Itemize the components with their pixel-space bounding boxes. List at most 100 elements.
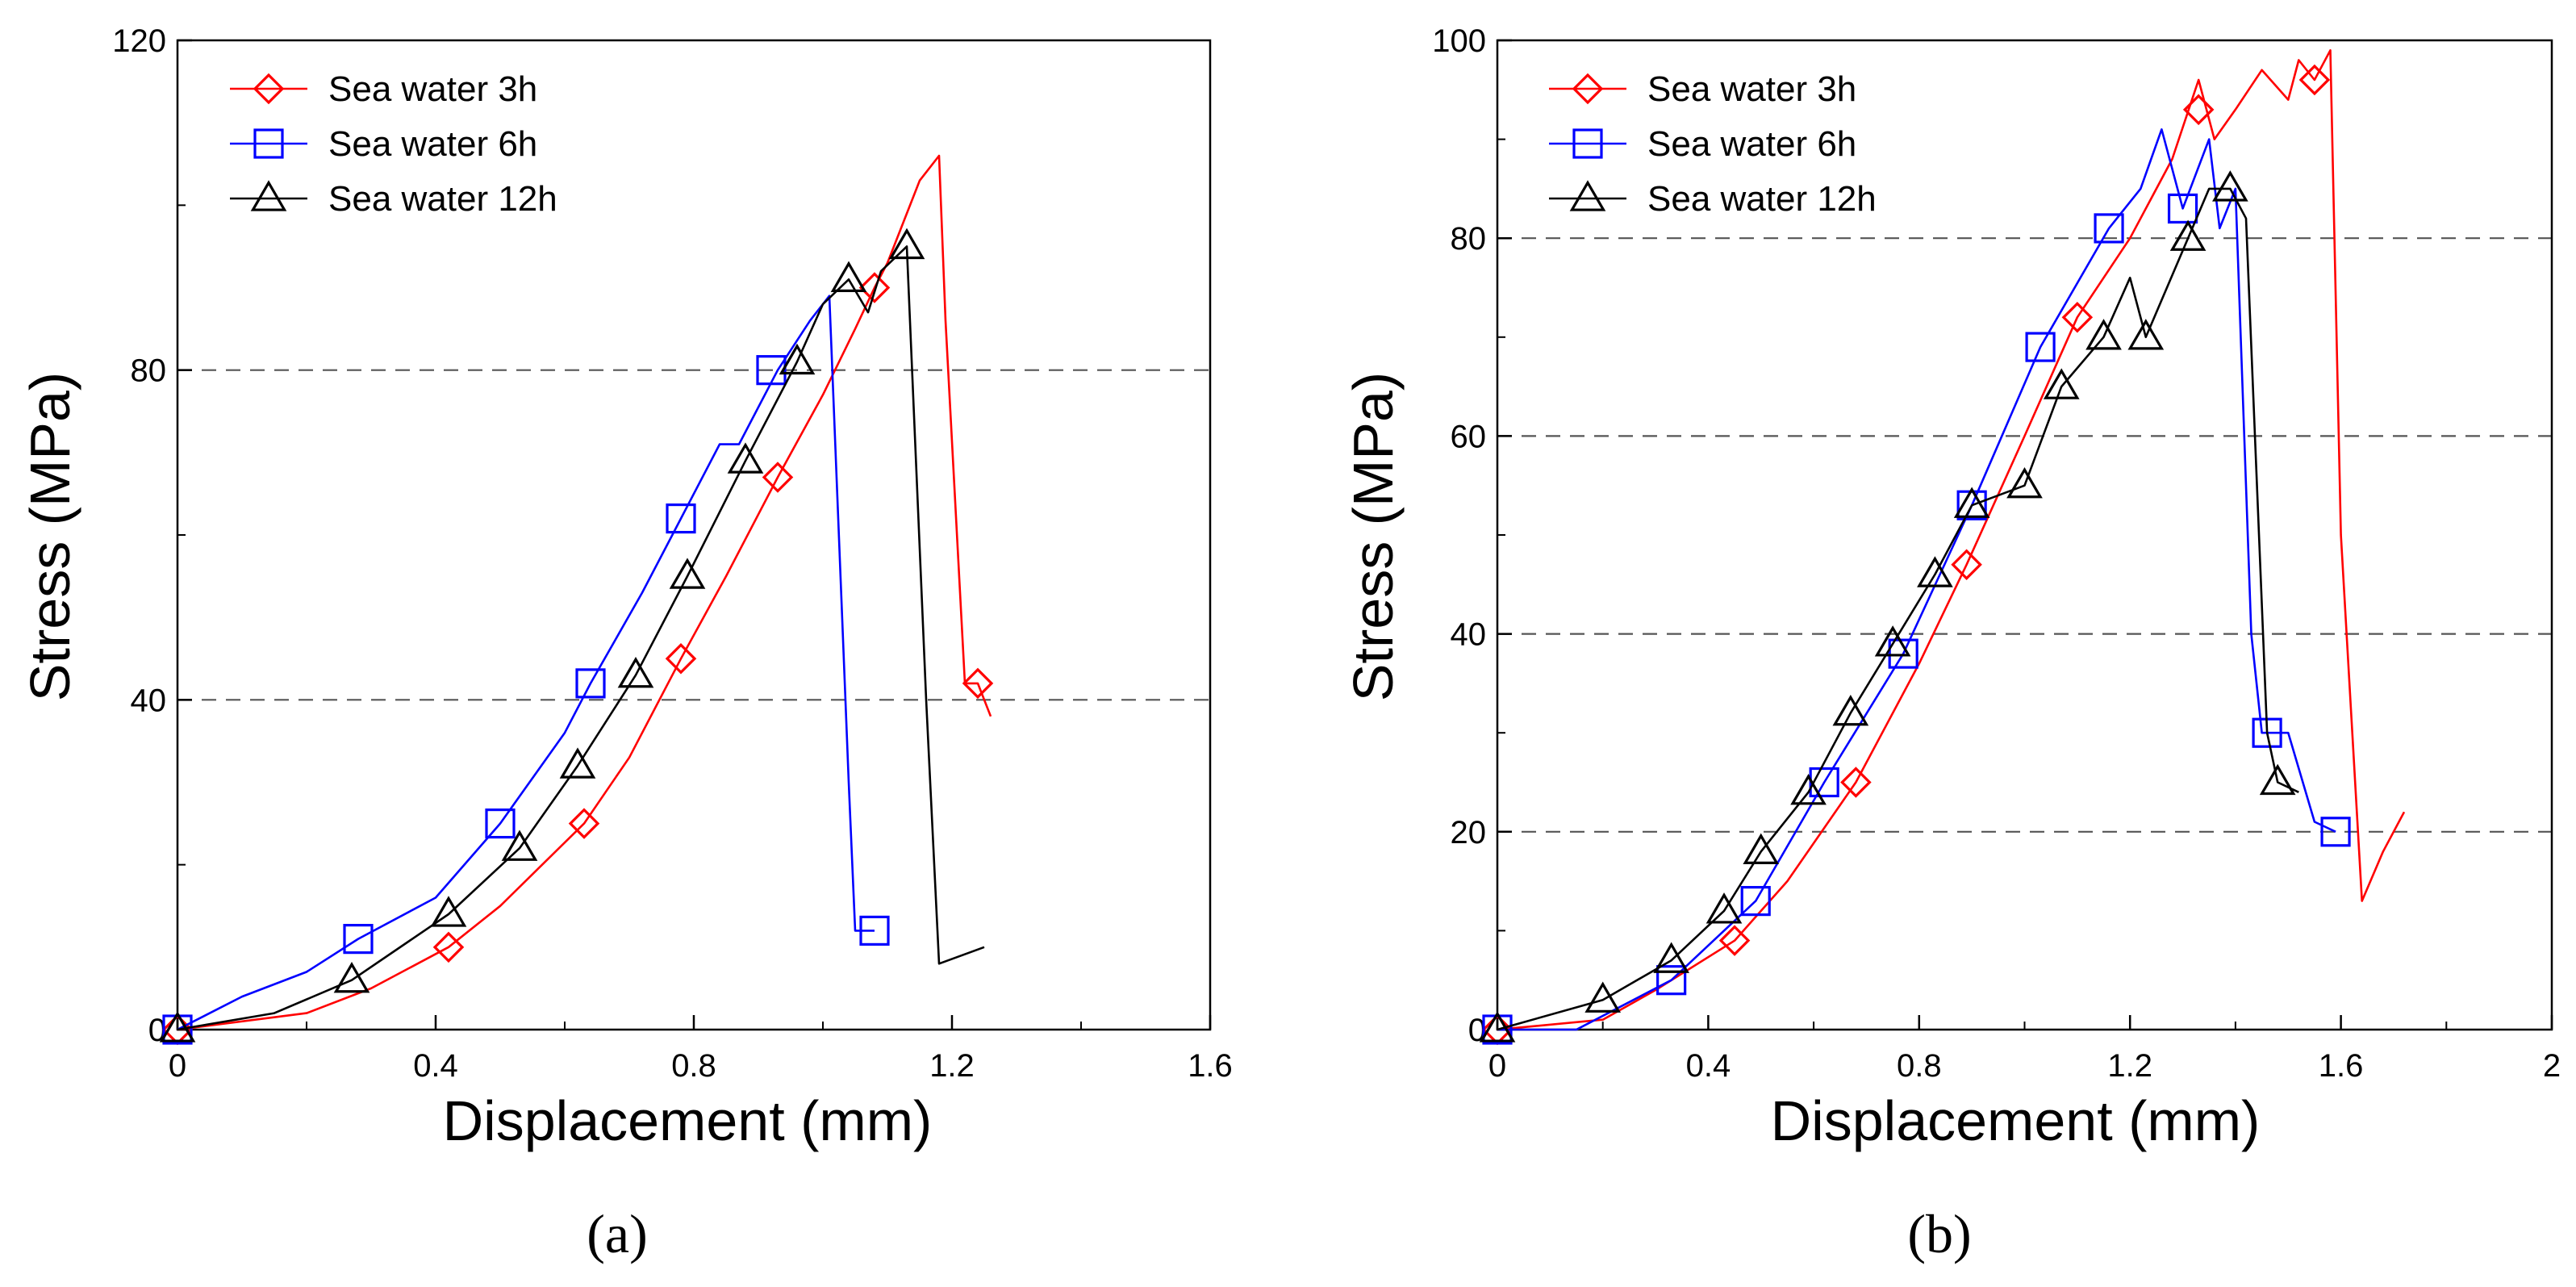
chart-panel-a: Displacement (mm) Stress (MPa) (a) 0 0.4 0… <box>19 23 1233 1264</box>
chart-a-series-0-point-5 <box>858 272 891 303</box>
chart-b-panel-label: (b) <box>1907 1203 1971 1264</box>
chart-a-series-2-point-0 <box>159 1011 196 1043</box>
chart-b-ytick-label-3: 60 <box>1451 419 1487 454</box>
chart-b-legend: Sea water 3h Sea water 6h Sea water 12h <box>1549 69 1877 219</box>
chart-b-series-1-point-8 <box>2167 193 2198 224</box>
chart-a-xlabel: Displacement (mm) <box>443 1089 933 1152</box>
chart-b-ytick-label-2: 40 <box>1451 617 1487 653</box>
chart-b-xtick-label-4: 1.6 <box>2319 1048 2364 1084</box>
chart-a-series-0-point-2 <box>568 808 600 839</box>
chart-a-series-1-line <box>177 295 875 1031</box>
chart-a-series-0-point-6 <box>962 667 994 700</box>
chart-b-series-0-point-3 <box>1951 549 1982 581</box>
chart-b-xtick-label-5: 2 <box>2543 1048 2561 1084</box>
chart-a-series-1-point-2 <box>485 808 516 839</box>
chart-b-series-2-point-4 <box>1743 833 1780 864</box>
chart-a-legend: Sea water 3h Sea water 6h Sea water 12h <box>230 69 557 219</box>
chart-b-series-1-point-10 <box>2320 817 2351 847</box>
chart-b-series-1-point-1 <box>1656 965 1687 996</box>
chart-b-series-1-point-6 <box>2025 332 2056 362</box>
chart-b-series-2-point-15 <box>2212 170 2248 202</box>
chart-a-xtick-label-1: 0.4 <box>413 1048 458 1084</box>
chart-b-series-2-point-6 <box>1832 694 1869 726</box>
chart-a-xtick-label-0: 0 <box>169 1048 186 1084</box>
chart-panel-b: Displacement (mm) Stress (MPa) (b) 0 0.4 0… <box>1342 23 2561 1264</box>
chart-a-series-1-point-5 <box>756 355 787 386</box>
chart-b-series-2-point-2 <box>1653 942 1689 973</box>
chart-a-xtick-label-2: 0.8 <box>671 1048 716 1084</box>
chart-b-series-1-point-7 <box>2094 213 2124 244</box>
chart-a-xtick-label-3: 1.2 <box>929 1048 975 1084</box>
chart-a-series-0-point-4 <box>762 462 794 493</box>
chart-a-series-2-point-5 <box>617 656 654 688</box>
chart-a-legend-marker-2 <box>250 180 287 211</box>
chart-b-series-2-point-9 <box>1953 487 1990 518</box>
chart-b-series-0-point-1 <box>1718 925 1751 956</box>
chart-b-xtick-label-2: 0.8 <box>1897 1048 1942 1084</box>
chart-b-xtick-label-1: 0.4 <box>1686 1048 1731 1084</box>
chart-b-legend-label-1: Sea water 6h <box>1647 124 1856 164</box>
chart-a-ytick-label-3: 120 <box>112 23 166 59</box>
chart-a-series-2-point-1 <box>333 961 370 993</box>
chart-a-series-2-point-10 <box>888 228 925 260</box>
chart-a-legend-label-1: Sea water 6h <box>328 124 537 164</box>
chart-a-ytick-label-1: 40 <box>131 683 167 718</box>
chart-b-series-2-line <box>1497 187 2299 1031</box>
chart-a-series-2-point-2 <box>430 896 467 927</box>
chart-b-legend-label-2: Sea water 12h <box>1647 179 1877 219</box>
chart-a-series-1-point-4 <box>666 503 696 534</box>
chart-b-series-1-point-2 <box>1740 886 1771 917</box>
chart-b-ytick-label-5: 100 <box>1432 23 1486 59</box>
chart-a-legend-marker-1 <box>253 128 284 159</box>
chart-a-ylabel: Stress (MPa) <box>19 372 81 701</box>
chart-b-xtick-label-3: 1.2 <box>2107 1048 2152 1084</box>
chart-b-legend-marker-2 <box>1569 180 1606 211</box>
chart-b-legend-marker-1 <box>1572 128 1603 159</box>
chart-b-series-0-point-5 <box>2182 94 2215 126</box>
chart-a-series-2-point-4 <box>559 747 596 779</box>
chart-a-series-1-point-6 <box>859 915 890 946</box>
chart-b-series-2-point-0 <box>1479 1011 1516 1043</box>
chart-a-series-2-point-8 <box>779 343 816 375</box>
chart-a-series-2-point-3 <box>501 829 538 861</box>
chart-a-series-0-point-1 <box>432 931 465 963</box>
chart-a-series-2-point-7 <box>727 442 764 474</box>
chart-a-xtick-label-4: 1.6 <box>1188 1048 1233 1084</box>
chart-b-series-0-line <box>1497 48 2406 1031</box>
chart-b-series-1-point-4 <box>1888 638 1918 669</box>
chart-b-series-2-point-16 <box>2259 763 2296 796</box>
chart-a-series-0-point-3 <box>665 642 697 675</box>
chart-b-ytick-label-1: 20 <box>1451 815 1487 850</box>
chart-a-series-1-point-3 <box>575 668 606 699</box>
chart-b-ytick-label-4: 80 <box>1451 221 1487 257</box>
chart-b-series-2-point-14 <box>2169 219 2207 251</box>
chart-b-series-2-point-10 <box>2006 466 2043 499</box>
chart-b-series-0-point-6 <box>2298 64 2331 96</box>
chart-b-xlabel: Displacement (mm) <box>1771 1089 2261 1152</box>
chart-b-series-0-point-2 <box>1840 767 1872 798</box>
chart-b-series-2-point-12 <box>2085 319 2122 350</box>
chart-b-series-2-point-1 <box>1584 981 1622 1013</box>
chart-a-series-2-point-9 <box>830 261 867 292</box>
chart-a-legend-label-2: Sea water 12h <box>328 179 557 219</box>
chart-b-legend-label-0: Sea water 3h <box>1647 69 1856 109</box>
chart-b-series-2-point-8 <box>1917 556 1953 587</box>
chart-b-legend-marker-0 <box>1572 73 1604 105</box>
chart-b-xtick-label-0: 0 <box>1488 1048 1506 1084</box>
chart-b-ylabel: Stress (MPa) <box>1342 372 1405 701</box>
chart-b-series-2-point-7 <box>1874 625 1911 657</box>
chart-a-series-1-point-1 <box>343 924 374 955</box>
chart-b-series-2-point-13 <box>2127 319 2165 350</box>
chart-a-ytick-label-2: 80 <box>131 353 167 389</box>
chart-a-series-2-point-6 <box>669 558 706 589</box>
chart-b-series-2-point-11 <box>2043 368 2080 399</box>
chart-a-legend-label-0: Sea water 3h <box>328 69 537 109</box>
chart-a-panel-label: (a) <box>587 1203 647 1264</box>
chart-b-series-0-point-4 <box>2061 302 2094 333</box>
chart-b-series-2-point-3 <box>1706 892 1743 924</box>
chart-b-series-1-line <box>1497 128 2336 1031</box>
chart-b-series-2-point-5 <box>1790 774 1827 805</box>
chart-a-legend-marker-0 <box>253 73 285 105</box>
